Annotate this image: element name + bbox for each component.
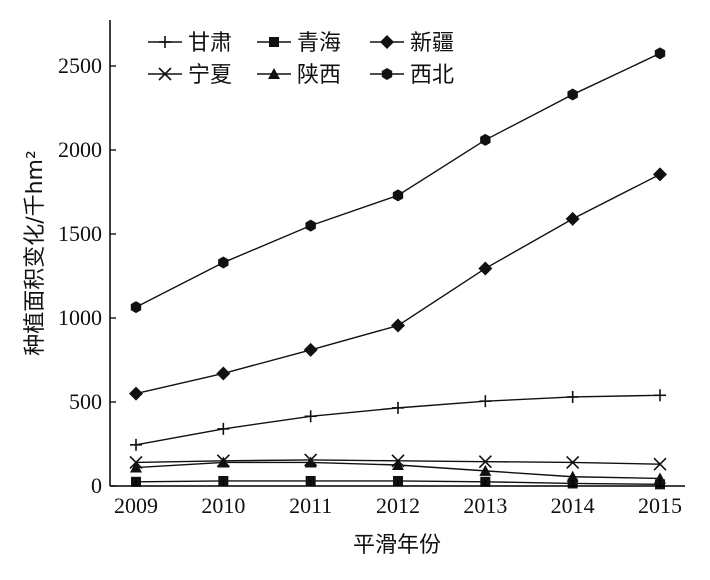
legend-label: 青海 bbox=[297, 31, 341, 56]
x-tick-label: 2011 bbox=[289, 493, 332, 518]
axes bbox=[109, 20, 685, 487]
y-tick-label: 500 bbox=[69, 389, 102, 414]
series-3-point bbox=[565, 211, 580, 226]
x-tick-label: 2012 bbox=[376, 493, 420, 518]
series-6-point bbox=[480, 133, 491, 146]
series-3-point bbox=[478, 261, 493, 276]
series-5-point bbox=[479, 464, 492, 476]
legend-marker bbox=[380, 35, 394, 49]
series-6-point bbox=[130, 301, 142, 314]
series-1-point bbox=[392, 401, 404, 414]
series-3 bbox=[129, 167, 667, 401]
legend-marker bbox=[158, 67, 172, 81]
legend-item: 甘肃 bbox=[148, 31, 232, 56]
ticks: 0 500 1000 1500 2000 2500 2009 2010 2011 2012 2013… bbox=[58, 53, 682, 518]
legend-marker bbox=[269, 37, 279, 47]
legend-label: 甘肃 bbox=[188, 31, 232, 56]
series-6-point bbox=[218, 256, 229, 269]
series-5-point bbox=[304, 456, 317, 468]
series-6-point bbox=[654, 47, 666, 60]
series-3-point bbox=[216, 366, 231, 381]
legend-label: 西北 bbox=[410, 63, 454, 88]
series-3-line bbox=[135, 173, 661, 395]
series-1-point bbox=[130, 438, 142, 451]
y-tick-label: 2000 bbox=[58, 137, 102, 162]
y-tick-label: 0 bbox=[91, 473, 102, 498]
series-5-point bbox=[130, 461, 142, 473]
x-tick-label: 2013 bbox=[463, 493, 507, 518]
series-4-point bbox=[478, 455, 492, 469]
series-6 bbox=[130, 47, 666, 314]
series-1 bbox=[130, 389, 666, 451]
legend-item: 新疆 bbox=[370, 31, 454, 56]
x-tick-label: 2015 bbox=[638, 493, 682, 518]
series-5 bbox=[130, 456, 666, 484]
legend-label: 宁夏 bbox=[188, 63, 232, 88]
legend-item: 陕西 bbox=[257, 63, 341, 88]
series-6-point bbox=[305, 219, 316, 232]
legend-label: 陕西 bbox=[297, 63, 341, 88]
series-1-point bbox=[479, 395, 492, 408]
series-6-line bbox=[135, 52, 661, 308]
series-3-point bbox=[653, 167, 667, 182]
x-tick-label: 2014 bbox=[551, 493, 595, 518]
x-tick-label: 2009 bbox=[114, 493, 158, 518]
series-1-point bbox=[217, 422, 230, 435]
series-4-point bbox=[653, 457, 667, 471]
y-tick-label: 2500 bbox=[58, 53, 102, 78]
series-layer bbox=[129, 47, 667, 490]
legend-item: 青海 bbox=[257, 31, 341, 56]
series-3-point bbox=[391, 318, 405, 333]
legend-marker bbox=[381, 68, 393, 80]
y-axis-title: 种植面积变化/千hm² bbox=[23, 150, 48, 356]
series-5-point bbox=[392, 459, 404, 470]
legend-item: 宁夏 bbox=[148, 63, 232, 88]
series-4-point bbox=[566, 455, 580, 470]
legend-item: 西北 bbox=[370, 63, 454, 88]
series-1-point bbox=[304, 410, 317, 423]
series-6-point bbox=[567, 88, 578, 101]
series-1-point bbox=[566, 390, 579, 403]
series-5-point bbox=[217, 456, 230, 468]
series-5-point bbox=[654, 472, 666, 484]
legend-label: 新疆 bbox=[410, 31, 454, 56]
series-1-point bbox=[654, 389, 666, 402]
series-5-point bbox=[566, 470, 579, 482]
legend-marker bbox=[268, 68, 280, 79]
x-tick-label: 2010 bbox=[201, 493, 245, 518]
legend-marker bbox=[159, 36, 171, 48]
y-tick-label: 1500 bbox=[58, 221, 102, 246]
series-6-point bbox=[392, 189, 404, 202]
series-3-point bbox=[303, 342, 318, 357]
y-tick-label: 1000 bbox=[58, 305, 102, 330]
series-3-point bbox=[129, 386, 143, 401]
x-axis-title: 平滑年份 bbox=[353, 533, 441, 558]
